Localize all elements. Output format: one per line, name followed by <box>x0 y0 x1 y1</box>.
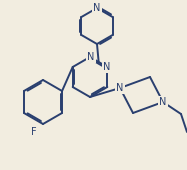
Text: N: N <box>103 62 110 72</box>
Text: F: F <box>31 127 36 137</box>
Text: N: N <box>116 83 124 93</box>
Text: N: N <box>159 97 167 107</box>
Text: N: N <box>87 52 95 62</box>
Text: N: N <box>93 3 101 13</box>
